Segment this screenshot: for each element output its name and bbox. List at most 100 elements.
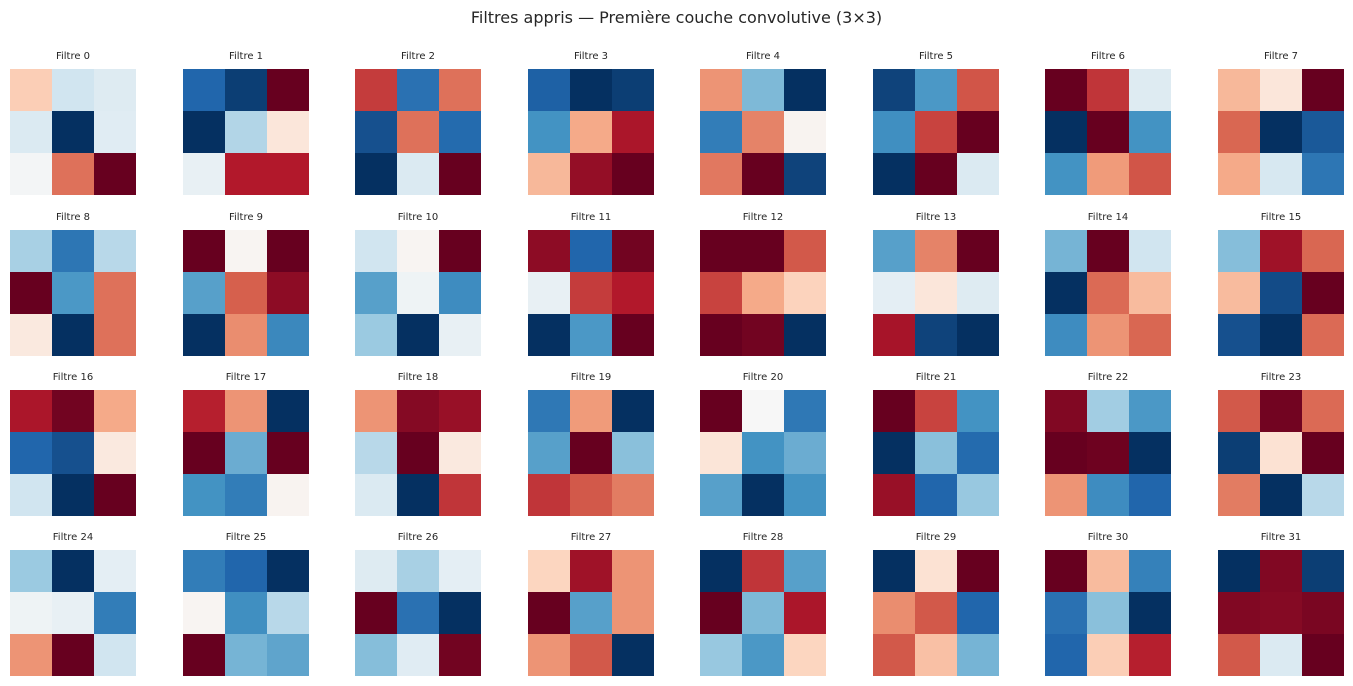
filter-title: Filtre 7 bbox=[1263, 51, 1299, 62]
heatmap-cell bbox=[1260, 634, 1302, 676]
heatmap-cell bbox=[397, 550, 439, 592]
filter-title: Filtre 10 bbox=[397, 212, 439, 223]
heatmap-cell bbox=[52, 634, 94, 676]
heatmap-cell bbox=[94, 592, 136, 634]
filter-heatmap bbox=[700, 550, 826, 676]
heatmap-cell bbox=[742, 111, 784, 153]
heatmap-cell bbox=[225, 111, 267, 153]
heatmap-cell bbox=[784, 390, 826, 432]
heatmap-cell bbox=[1045, 550, 1087, 592]
heatmap-cell bbox=[439, 111, 481, 153]
heatmap-cell bbox=[94, 314, 136, 356]
heatmap-cell bbox=[397, 314, 439, 356]
heatmap-cell bbox=[1087, 314, 1129, 356]
heatmap-cell bbox=[94, 474, 136, 516]
heatmap-cell bbox=[612, 69, 654, 111]
filter-title: Filtre 28 bbox=[742, 532, 784, 543]
filter-title: Filtre 16 bbox=[52, 372, 94, 383]
heatmap-cell bbox=[873, 432, 915, 474]
heatmap-cell bbox=[873, 390, 915, 432]
heatmap-cell bbox=[225, 153, 267, 195]
filter-title: Filtre 27 bbox=[570, 532, 612, 543]
filter-title: Filtre 6 bbox=[1090, 51, 1126, 62]
heatmap-cell bbox=[439, 634, 481, 676]
heatmap-cell bbox=[784, 550, 826, 592]
heatmap-cell bbox=[700, 432, 742, 474]
filter-heatmap bbox=[10, 550, 136, 676]
heatmap-cell bbox=[10, 432, 52, 474]
heatmap-cell bbox=[10, 230, 52, 272]
heatmap-cell bbox=[1218, 634, 1260, 676]
filter-title: Filtre 18 bbox=[397, 372, 439, 383]
heatmap-cell bbox=[397, 634, 439, 676]
filter-heatmap bbox=[183, 390, 309, 516]
heatmap-cell bbox=[570, 474, 612, 516]
heatmap-cell bbox=[267, 592, 309, 634]
filter-title: Filtre 12 bbox=[742, 212, 784, 223]
heatmap-cell bbox=[957, 550, 999, 592]
heatmap-cell bbox=[355, 69, 397, 111]
heatmap-cell bbox=[1087, 272, 1129, 314]
filter-heatmap bbox=[10, 69, 136, 195]
heatmap-cell bbox=[1045, 111, 1087, 153]
heatmap-cell bbox=[1218, 111, 1260, 153]
heatmap-cell bbox=[742, 634, 784, 676]
heatmap-cell bbox=[784, 272, 826, 314]
filter-heatmap bbox=[183, 230, 309, 356]
heatmap-cell bbox=[1045, 634, 1087, 676]
heatmap-cell bbox=[915, 111, 957, 153]
heatmap-cell bbox=[1218, 550, 1260, 592]
heatmap-cell bbox=[52, 111, 94, 153]
filter-title: Filtre 23 bbox=[1260, 372, 1302, 383]
filter-title: Filtre 24 bbox=[52, 532, 94, 543]
heatmap-cell bbox=[957, 592, 999, 634]
heatmap-cell bbox=[225, 474, 267, 516]
heatmap-cell bbox=[1260, 314, 1302, 356]
heatmap-cell bbox=[873, 592, 915, 634]
filter-title: Filtre 8 bbox=[55, 212, 91, 223]
heatmap-cell bbox=[528, 230, 570, 272]
heatmap-cell bbox=[1045, 69, 1087, 111]
heatmap-cell bbox=[1129, 550, 1171, 592]
heatmap-cell bbox=[183, 314, 225, 356]
heatmap-cell bbox=[52, 592, 94, 634]
heatmap-cell bbox=[528, 111, 570, 153]
filter-title: Filtre 17 bbox=[225, 372, 267, 383]
heatmap-cell bbox=[612, 474, 654, 516]
heatmap-cell bbox=[183, 69, 225, 111]
filter-title: Filtre 26 bbox=[397, 532, 439, 543]
filter-heatmap bbox=[1045, 550, 1171, 676]
filter-heatmap bbox=[183, 69, 309, 195]
heatmap-cell bbox=[1087, 474, 1129, 516]
heatmap-cell bbox=[957, 69, 999, 111]
filter-heatmap bbox=[183, 550, 309, 676]
heatmap-cell bbox=[873, 153, 915, 195]
heatmap-cell bbox=[183, 272, 225, 314]
heatmap-cell bbox=[1087, 230, 1129, 272]
heatmap-cell bbox=[1302, 634, 1344, 676]
heatmap-cell bbox=[873, 550, 915, 592]
heatmap-cell bbox=[612, 314, 654, 356]
heatmap-cell bbox=[612, 272, 654, 314]
heatmap-cell bbox=[873, 230, 915, 272]
heatmap-cell bbox=[10, 153, 52, 195]
filter-heatmap bbox=[355, 69, 481, 195]
heatmap-cell bbox=[742, 390, 784, 432]
heatmap-cell bbox=[957, 634, 999, 676]
heatmap-cell bbox=[94, 550, 136, 592]
heatmap-cell bbox=[267, 432, 309, 474]
heatmap-cell bbox=[1129, 314, 1171, 356]
heatmap-cell bbox=[439, 153, 481, 195]
heatmap-cell bbox=[1129, 592, 1171, 634]
heatmap-cell bbox=[784, 592, 826, 634]
heatmap-cell bbox=[915, 634, 957, 676]
heatmap-cell bbox=[183, 634, 225, 676]
filter-title: Filtre 2 bbox=[400, 51, 436, 62]
heatmap-cell bbox=[700, 272, 742, 314]
heatmap-cell bbox=[742, 272, 784, 314]
heatmap-cell bbox=[94, 69, 136, 111]
heatmap-cell bbox=[267, 69, 309, 111]
heatmap-cell bbox=[570, 272, 612, 314]
heatmap-cell bbox=[355, 432, 397, 474]
heatmap-cell bbox=[700, 592, 742, 634]
